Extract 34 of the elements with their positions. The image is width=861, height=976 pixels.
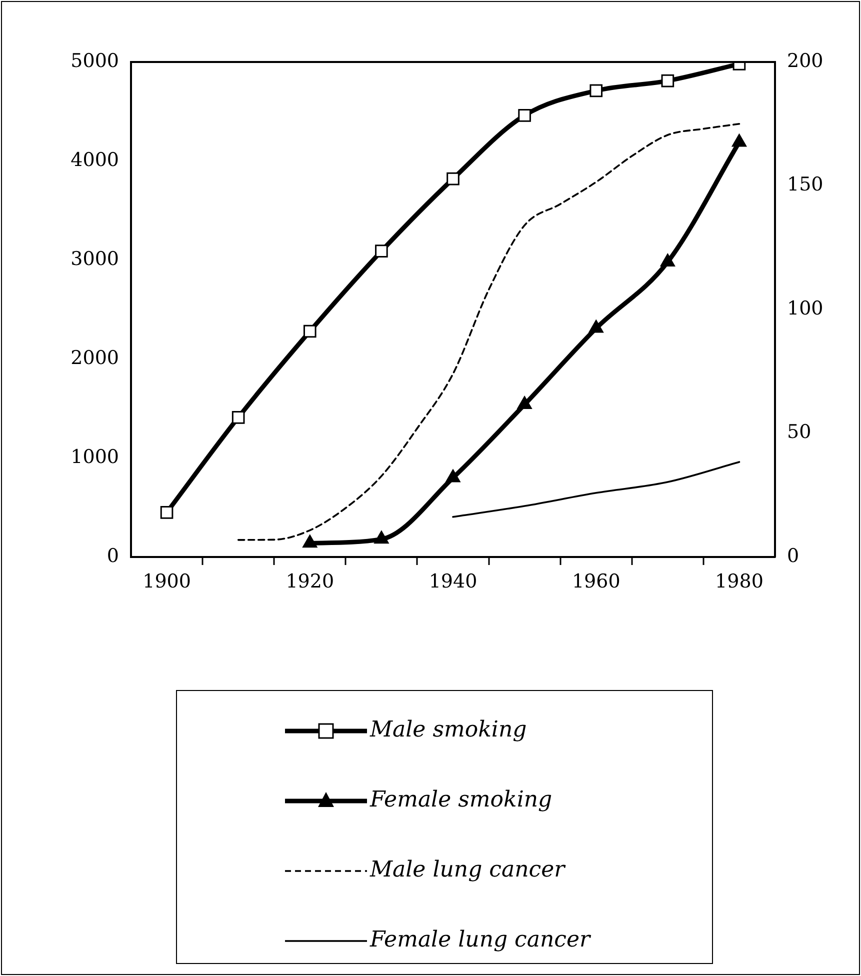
x-tick-label: 1900 xyxy=(142,570,191,592)
x-tick-label: 1940 xyxy=(428,570,478,592)
line-series xyxy=(237,122,740,541)
line-series xyxy=(452,461,740,518)
point xyxy=(518,109,531,122)
legend-label: Male lung cancer xyxy=(369,858,566,883)
x-tick-label: 1920 xyxy=(286,570,334,592)
y-tick-label: 2000 xyxy=(70,346,119,369)
y2-tick-label: 50 xyxy=(787,421,812,444)
point xyxy=(446,172,460,186)
x-tick-label: 1980 xyxy=(715,570,764,592)
y-tick-label: 0 xyxy=(106,544,119,567)
point xyxy=(446,469,460,482)
point xyxy=(302,534,318,548)
y-tick-label: 5000 xyxy=(70,50,119,72)
x-tick-label: 1960 xyxy=(572,570,620,592)
point xyxy=(303,324,316,338)
point xyxy=(661,74,674,88)
point xyxy=(374,530,389,544)
y2-tick-label: 200 xyxy=(787,50,824,72)
point xyxy=(517,396,532,410)
legend-label: Female lung cancer xyxy=(369,928,592,953)
point xyxy=(232,411,245,424)
y2-tick-label: 150 xyxy=(787,174,824,196)
point xyxy=(590,84,603,98)
y-tick-label: 4000 xyxy=(70,148,119,171)
y-tick-label: 3000 xyxy=(70,248,119,270)
point xyxy=(375,244,388,258)
y2-tick-label: 0 xyxy=(787,544,800,567)
legend-label: Female smoking xyxy=(369,788,552,813)
legend-label: Male smoking xyxy=(369,718,527,743)
y-tick-label: 1000 xyxy=(70,446,119,468)
y2-tick-label: 100 xyxy=(787,297,824,320)
point xyxy=(588,320,604,333)
